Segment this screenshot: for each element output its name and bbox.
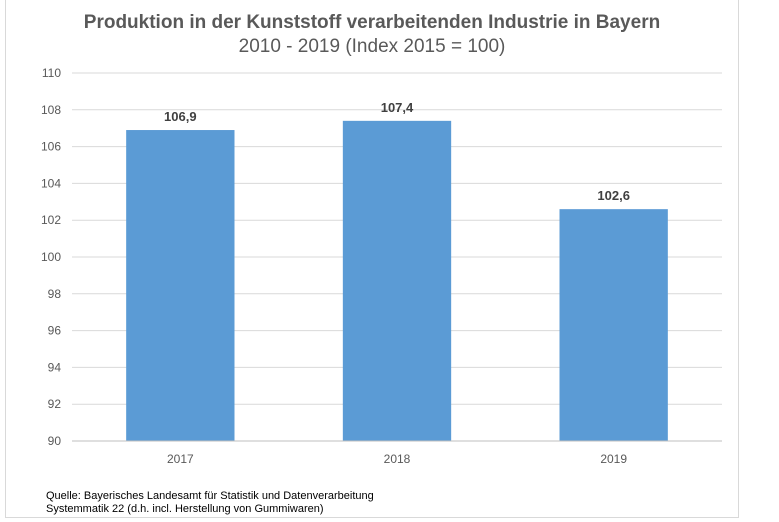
bar-2018 xyxy=(342,120,452,441)
data-label-2017: 106,9 xyxy=(164,109,197,124)
source-line-2: Systemmatik 22 (d.h. incl. Herstellung v… xyxy=(46,503,324,515)
y-tick-label: 100 xyxy=(41,250,61,264)
y-tick-label: 98 xyxy=(48,287,62,301)
chart-title: Produktion in der Kunststoff verarbeiten… xyxy=(83,12,661,33)
data-label-2018: 107,4 xyxy=(381,100,414,115)
source-note: Quelle: Bayerisches Landesamt für Statis… xyxy=(46,490,374,516)
data-labels: 106,9 107,4 102,6 xyxy=(164,100,630,203)
y-tick-label: 102 xyxy=(41,213,61,227)
x-tick-label-2019: 2019 xyxy=(600,452,627,466)
chart-subtitle: 2010 - 2019 (Index 2015 = 100) xyxy=(238,36,506,57)
x-axis-tick-labels: 2017 2018 2019 xyxy=(167,452,627,466)
y-tick-label: 106 xyxy=(41,140,61,154)
x-tick-label-2017: 2017 xyxy=(167,452,194,466)
y-tick-label: 108 xyxy=(41,103,61,117)
y-tick-label: 96 xyxy=(48,324,62,338)
bar-2019 xyxy=(559,209,668,441)
x-tick-label-2018: 2018 xyxy=(384,452,411,466)
source-line-1: Quelle: Bayerisches Landesamt für Statis… xyxy=(46,490,374,502)
y-tick-label: 110 xyxy=(42,66,61,80)
y-tick-label: 104 xyxy=(41,176,61,190)
y-tick-label: 92 xyxy=(48,397,62,411)
y-axis-tick-labels: 90 92 94 96 98 100 102 104 106 108 110 xyxy=(41,66,61,448)
y-tick-label: 90 xyxy=(48,434,62,448)
bar-2017 xyxy=(126,130,235,442)
data-label-2019: 102,6 xyxy=(597,188,630,203)
bars xyxy=(126,120,668,442)
y-tick-label: 94 xyxy=(48,360,62,374)
